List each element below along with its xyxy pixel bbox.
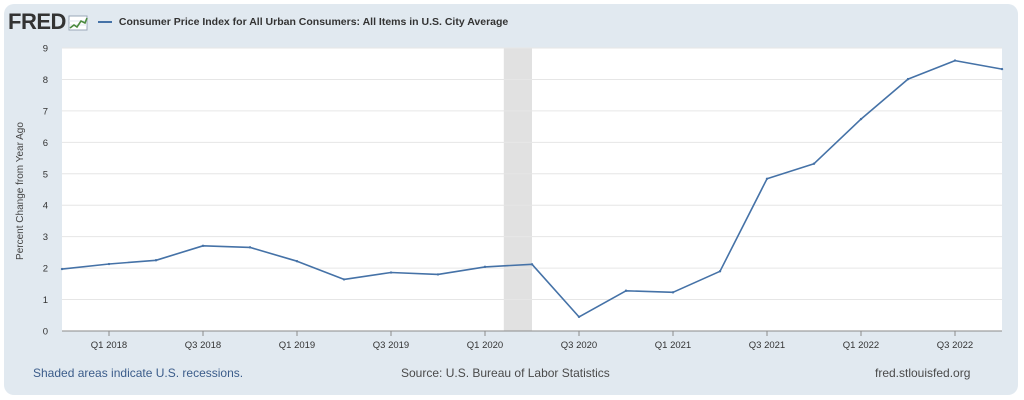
y-tick-label: 3 [43,232,48,243]
data-point[interactable] [201,244,205,247]
x-tick-label: Q1 2022 [843,340,879,351]
x-tick-label: Q3 2020 [561,340,597,351]
y-tick-label: 4 [43,201,48,212]
data-point[interactable] [389,271,393,274]
data-point[interactable] [953,59,957,62]
data-point[interactable] [906,77,910,81]
data-point[interactable] [859,117,863,121]
data-point[interactable] [530,263,534,266]
recession-note-link[interactable]: Shaded areas indicate U.S. recessions. [33,366,244,380]
data-point[interactable] [1000,67,1004,71]
chart-header: FRED Consumer Price Index for All Urban … [8,9,908,35]
source-text: Source: U.S. Bureau of Labor Statistics [401,366,610,380]
data-point[interactable] [436,273,440,276]
data-point[interactable] [107,262,111,266]
legend-swatch [97,21,112,23]
y-tick-label: 7 [43,106,48,117]
x-tick-label: Q3 2021 [749,340,785,351]
data-point[interactable] [624,289,628,292]
y-tick-label: 2 [43,264,48,275]
data-point[interactable] [671,291,675,294]
x-tick-label: Q1 2021 [655,340,691,351]
legend: Consumer Price Index for All Urban Consu… [97,16,509,28]
fred-logo-text: FRED [8,9,66,34]
y-tick-label: 5 [43,169,48,180]
y-tick-label: 0 [43,327,48,338]
recession-band [503,48,532,331]
chart-footer: Shaded areas indicate U.S. recessions. S… [4,362,1018,386]
y-tick-label: 9 [43,44,48,55]
data-point[interactable] [577,315,581,319]
logo-graph-icon [68,15,88,31]
data-point[interactable] [295,259,299,263]
fred-logo[interactable]: FRED [8,9,88,35]
data-point[interactable] [154,259,158,262]
x-tick-label: Q1 2020 [467,340,503,351]
data-point[interactable] [248,246,252,249]
fred-url[interactable]: fred.stlouisfed.org [875,366,971,380]
data-point[interactable] [342,278,346,281]
x-tick-label: Q1 2018 [91,340,127,351]
data-point[interactable] [765,177,769,181]
y-axis-label: Percent Change from Year Ago [15,122,26,260]
x-tick-label: Q3 2019 [373,340,409,351]
x-tick-label: Q3 2018 [185,340,221,351]
x-tick-label: Q3 2022 [937,340,973,351]
y-tick-label: 1 [43,295,48,306]
line-chart: 0 1 2 3 4 5 6 7 8 9 Q1 2018 Q3 2018 Q1 2019 Q3 2019 Q1… [15,44,1004,351]
data-point[interactable] [812,162,816,165]
y-tick-label: 8 [43,75,48,86]
y-tick-label: 6 [43,138,48,149]
x-tick-label: Q1 2019 [279,340,315,351]
legend-label: Consumer Price Index for All Urban Consu… [118,16,509,28]
data-point[interactable] [483,265,487,269]
data-point[interactable] [60,267,64,271]
data-point[interactable] [718,270,722,273]
